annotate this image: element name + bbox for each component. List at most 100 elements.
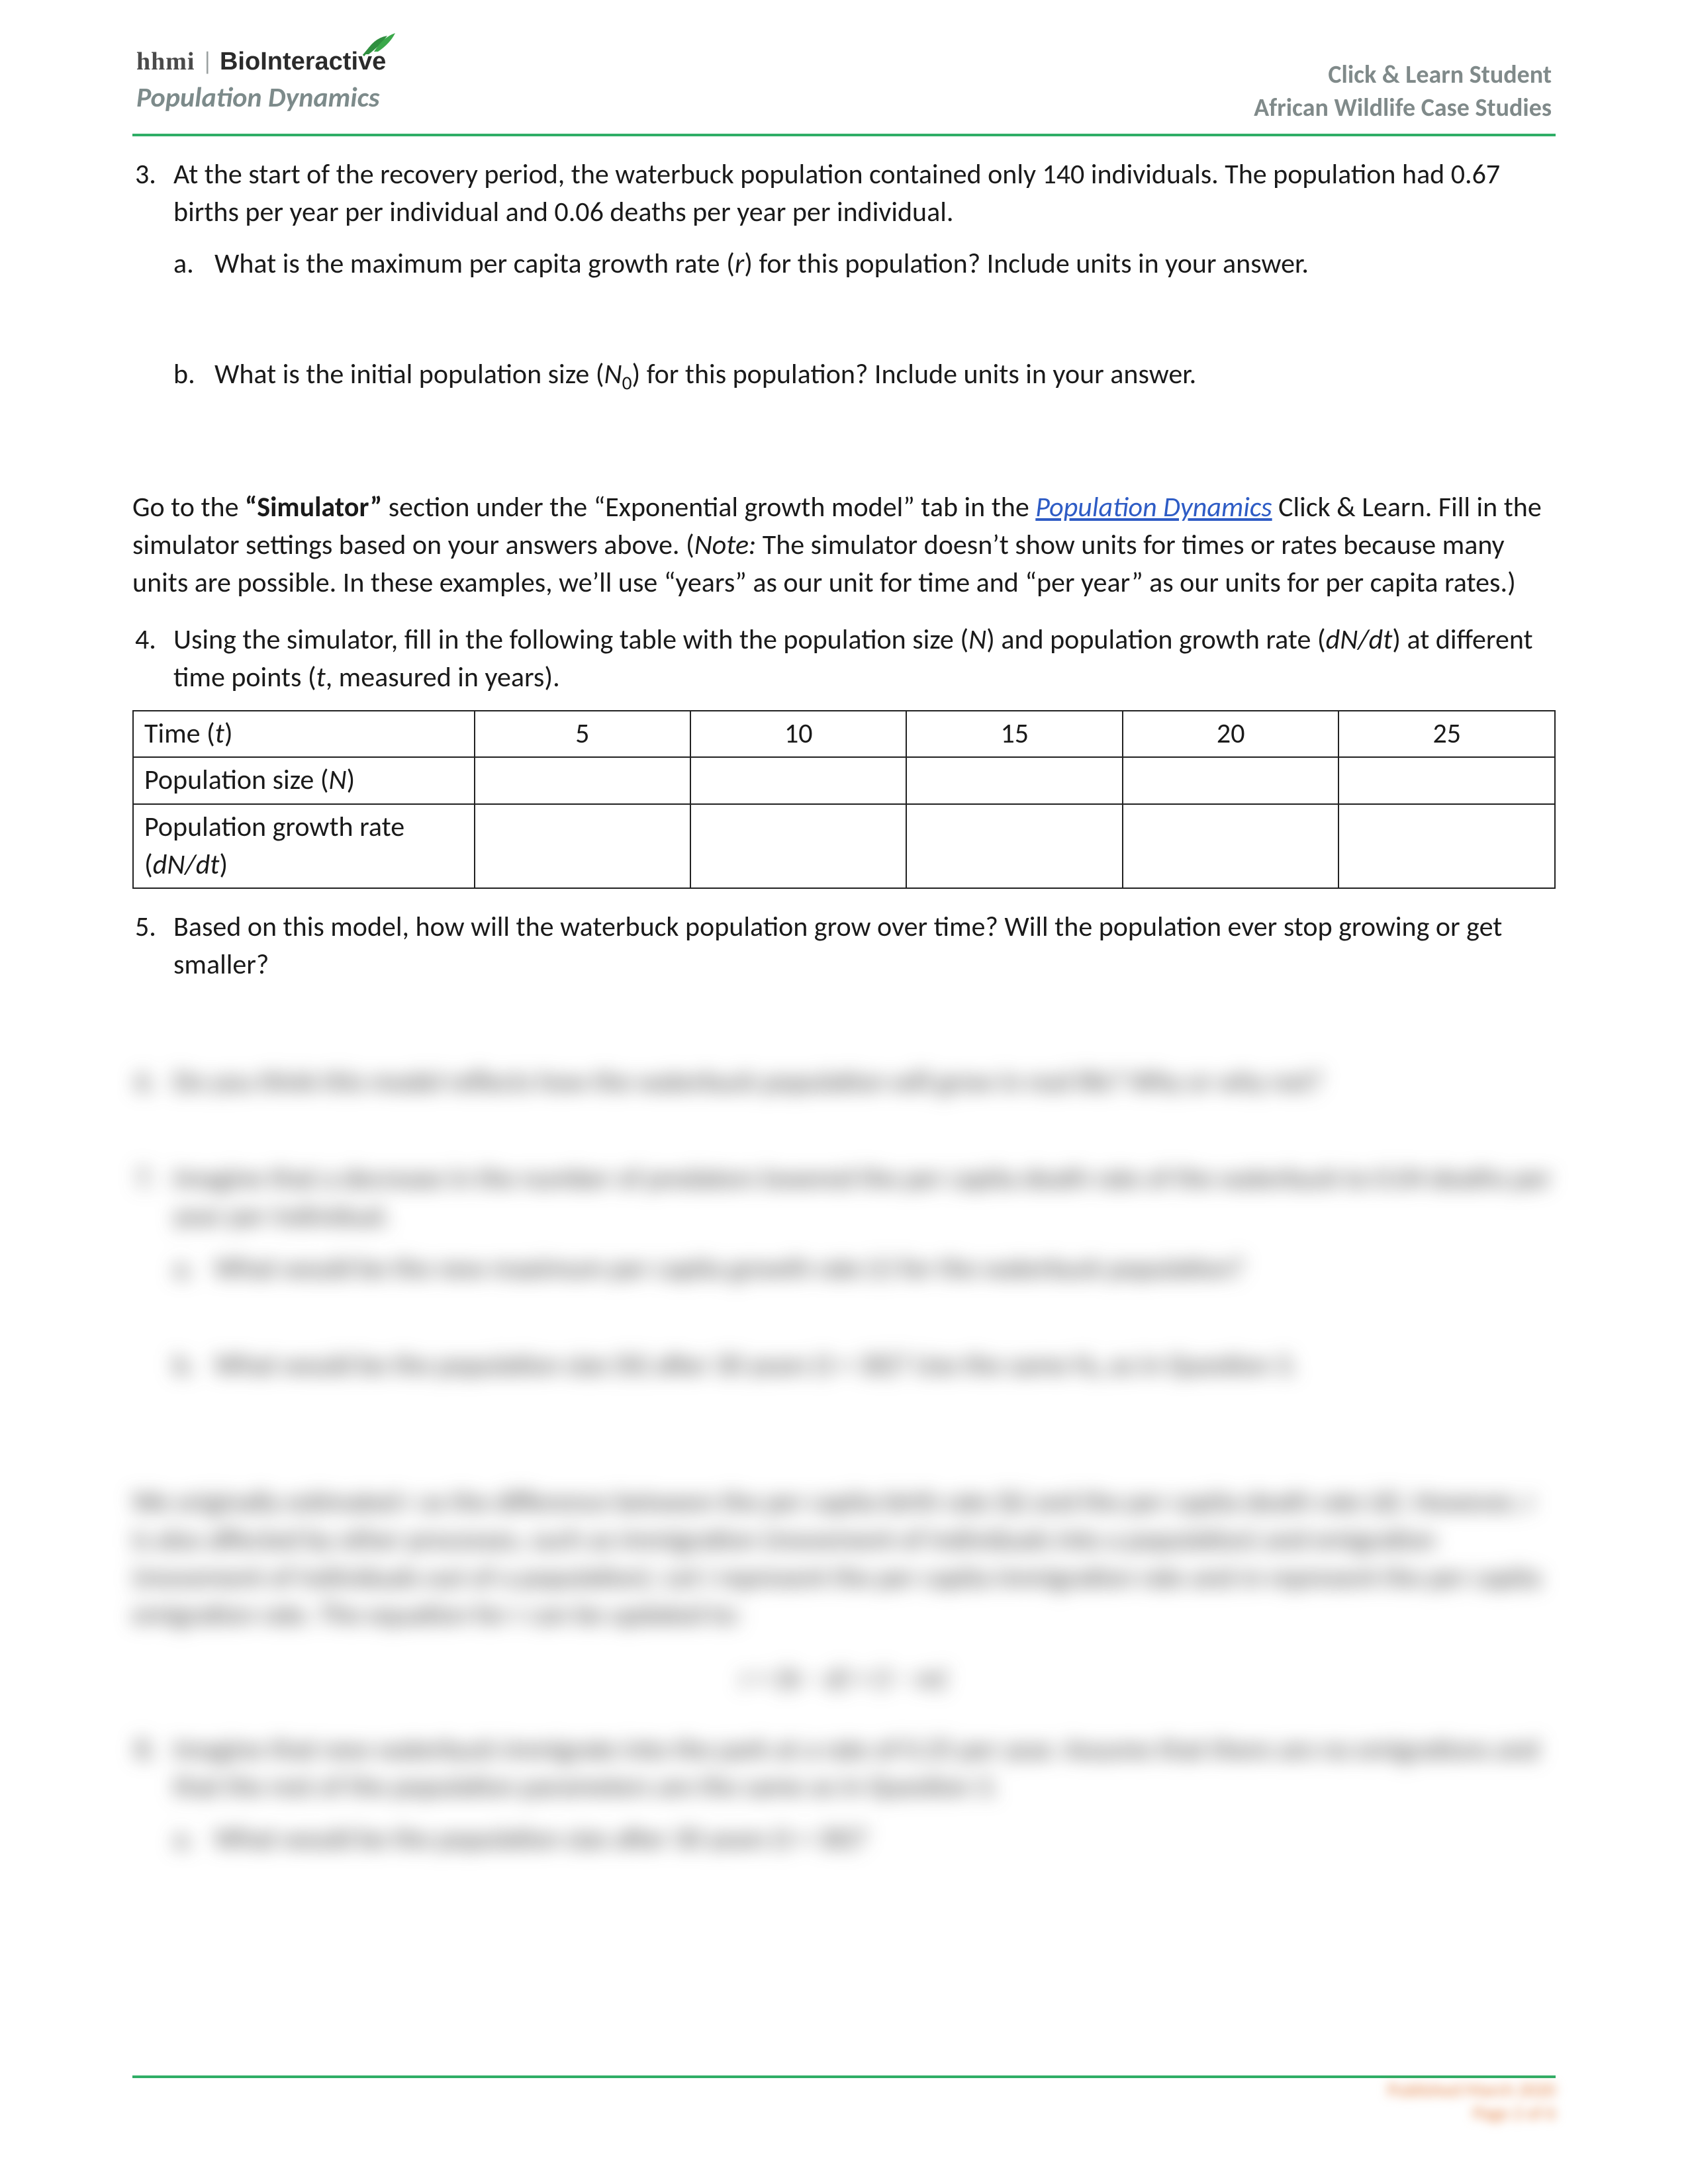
q7b-letter: b. bbox=[173, 1347, 214, 1385]
r-equation: r = (b − d) + (i − m) bbox=[132, 1661, 1556, 1698]
q3-number: 3. bbox=[132, 156, 173, 469]
q8a-letter: a. bbox=[173, 1821, 214, 1858]
row1-pre: Time ( bbox=[144, 717, 215, 751]
q7-body: Imagine that a decrease in the number of… bbox=[173, 1160, 1556, 1444]
page: hhmi | BioInteractive Population Dynamic… bbox=[0, 0, 1688, 2184]
q3-text: At the start of the recovery period, the… bbox=[173, 158, 1500, 229]
question-7: 7. Imagine that a decrease in the number… bbox=[132, 1160, 1556, 1444]
q7b: b. What would be the population size (N)… bbox=[173, 1347, 1556, 1385]
cell-t-15: 15 bbox=[906, 711, 1122, 758]
course-title: Population Dynamics bbox=[136, 81, 386, 114]
q4-mid1: ) and population growth rate ( bbox=[986, 623, 1326, 657]
question-4: 4. Using the simulator, fill in the foll… bbox=[132, 621, 1556, 696]
row3-post: ) bbox=[219, 848, 228, 882]
q7-number: 7. bbox=[132, 1160, 173, 1444]
logo-line: hhmi | BioInteractive bbox=[136, 46, 386, 77]
hhmi-logo-text: hhmi bbox=[136, 47, 195, 76]
footer-text: Published March 2020 Page 2 of 6 bbox=[1387, 2078, 1556, 2124]
row1-post: ) bbox=[224, 717, 233, 751]
row2-post: ) bbox=[347, 763, 355, 797]
row3-dndt: dN/dt bbox=[153, 848, 220, 882]
cell-N-25 bbox=[1338, 757, 1555, 804]
cell-dndt-25 bbox=[1338, 804, 1555, 888]
data-table: Time (t) 5 10 15 20 25 Population size (… bbox=[132, 710, 1556, 889]
q3a-pre: What is the maximum per capita growth ra… bbox=[214, 247, 735, 281]
q8-body: Imagine that new waterbuck immigrate int… bbox=[173, 1731, 1556, 1865]
gopara-mid1: section under the “Exponential growth mo… bbox=[382, 490, 1035, 524]
cell-dndt-5 bbox=[475, 804, 690, 888]
gopara-note: Note: bbox=[694, 528, 757, 562]
question-5: 5. Based on this model, how will the wat… bbox=[132, 909, 1556, 983]
row1-t: t bbox=[215, 717, 224, 751]
table-row: Time (t) 5 10 15 20 25 bbox=[133, 711, 1555, 758]
q3b-sub: 0 bbox=[622, 371, 632, 394]
q4-t: t bbox=[316, 660, 326, 694]
content-area: 3. At the start of the recovery period, … bbox=[132, 136, 1556, 1865]
q7a: a. What would be the new maximum per cap… bbox=[173, 1250, 1556, 1288]
gopara-simulator: “Simulator” bbox=[245, 490, 382, 524]
row2-label: Population size (N) bbox=[133, 757, 475, 804]
r-equation-paragraph: We originally estimated r as the differe… bbox=[132, 1484, 1556, 1634]
header-right-line2: African Wildlife Case Studies bbox=[1254, 93, 1552, 123]
q3-body: At the start of the recovery period, the… bbox=[173, 156, 1556, 469]
q6-text: Do you think this model reflects how the… bbox=[173, 1064, 1556, 1101]
page-header: hhmi | BioInteractive Population Dynamic… bbox=[132, 46, 1556, 126]
cell-dndt-15 bbox=[906, 804, 1122, 888]
q8-text: Imagine that new waterbuck immigrate int… bbox=[173, 1733, 1539, 1804]
q3a-text: What is the maximum per capita growth ra… bbox=[214, 246, 1309, 283]
q8a-text: What would be the population size after … bbox=[214, 1821, 868, 1858]
q3a-letter: a. bbox=[173, 246, 214, 283]
question-8: 8. Imagine that new waterbuck immigrate … bbox=[132, 1731, 1556, 1865]
simulator-paragraph: Go to the “Simulator” section under the … bbox=[132, 489, 1556, 602]
table-row: Population growth rate (dN/dt) bbox=[133, 804, 1555, 888]
cell-t-25: 25 bbox=[1338, 711, 1555, 758]
q5-text: Based on this model, how will the waterb… bbox=[173, 909, 1556, 983]
header-right: Click & Learn Student African Wildlife C… bbox=[1254, 60, 1552, 123]
row2-pre: Population size ( bbox=[144, 763, 328, 797]
q3b-n: N bbox=[604, 357, 622, 391]
q3b: b. What is the initial population size (… bbox=[173, 356, 1556, 396]
row1-label: Time (t) bbox=[133, 711, 475, 758]
footer-rule bbox=[132, 2075, 1556, 2078]
cell-t-10: 10 bbox=[690, 711, 906, 758]
q5-number: 5. bbox=[132, 909, 173, 983]
q4-pre: Using the simulator, fill in the followi… bbox=[173, 623, 968, 657]
q8-number: 8. bbox=[132, 1731, 173, 1865]
footer-line1: Published March 2020 bbox=[1387, 2078, 1556, 2101]
question-6: 6. Do you think this model reflects how … bbox=[132, 1064, 1556, 1101]
row3-label: Population growth rate (dN/dt) bbox=[133, 804, 475, 888]
q3a-r: r bbox=[735, 247, 744, 281]
header-right-line1: Click & Learn Student bbox=[1254, 60, 1552, 90]
cell-t-20: 20 bbox=[1123, 711, 1338, 758]
q4-body: Using the simulator, fill in the followi… bbox=[173, 621, 1556, 696]
logo-divider: | bbox=[201, 46, 213, 77]
q8a: a. What would be the population size aft… bbox=[173, 1821, 1556, 1858]
leaf-icon bbox=[361, 32, 398, 65]
q7a-text: What would be the new maximum per capita… bbox=[214, 1250, 1244, 1288]
cell-N-10 bbox=[690, 757, 906, 804]
biointeractive-logo-text: BioInteractive bbox=[220, 48, 386, 76]
cell-N-15 bbox=[906, 757, 1122, 804]
q6-number: 6. bbox=[132, 1064, 173, 1101]
q3a-post: ) for this population? Include units in … bbox=[744, 247, 1309, 281]
cell-N-20 bbox=[1123, 757, 1338, 804]
q4-dndt: dN/dt bbox=[1326, 623, 1393, 657]
table-row: Population size (N) bbox=[133, 757, 1555, 804]
q3b-text: What is the initial population size (N0)… bbox=[214, 356, 1196, 396]
q4-N: N bbox=[968, 623, 986, 657]
gopara-pre: Go to the bbox=[132, 490, 245, 524]
q3b-pre: What is the initial population size ( bbox=[214, 357, 604, 391]
cell-dndt-10 bbox=[690, 804, 906, 888]
footer-line2: Page 2 of 6 bbox=[1387, 2101, 1556, 2124]
population-dynamics-link[interactable]: Population Dynamics bbox=[1035, 490, 1272, 524]
cell-dndt-20 bbox=[1123, 804, 1338, 888]
blurred-content: 6. Do you think this model reflects how … bbox=[132, 1064, 1556, 1865]
cell-N-5 bbox=[475, 757, 690, 804]
q4-post: , measured in years). bbox=[326, 660, 560, 694]
q7-text: Imagine that a decrease in the number of… bbox=[173, 1161, 1551, 1233]
q7a-letter: a. bbox=[173, 1250, 214, 1288]
q3a: a. What is the maximum per capita growth… bbox=[173, 246, 1556, 283]
q7b-text: What would be the population size (N) af… bbox=[214, 1347, 1297, 1385]
cell-t-5: 5 bbox=[475, 711, 690, 758]
row2-N: N bbox=[328, 763, 346, 797]
